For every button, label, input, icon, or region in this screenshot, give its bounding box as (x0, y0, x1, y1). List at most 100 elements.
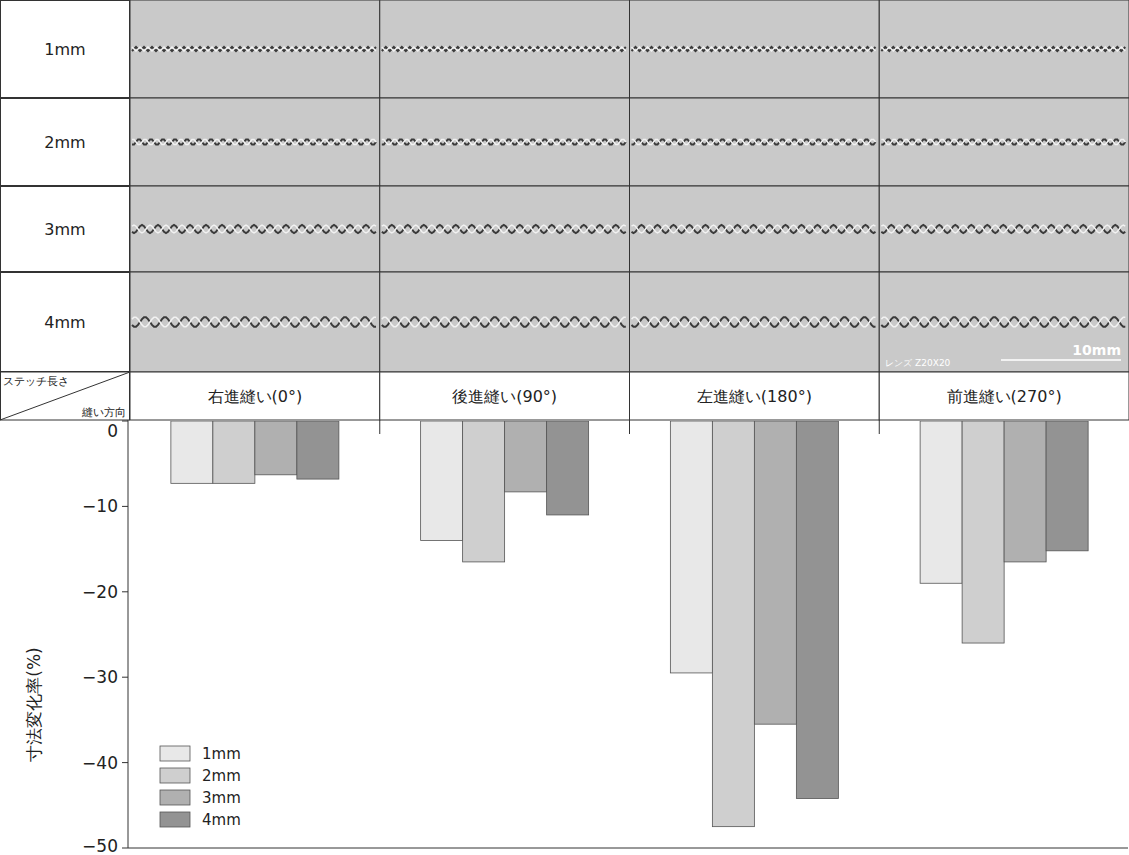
thread (382, 225, 626, 233)
thread (132, 47, 376, 51)
thread (881, 225, 1125, 233)
thread (881, 139, 1125, 144)
seam-photo (630, 186, 880, 272)
thread (382, 47, 626, 51)
row-label-cell (1, 187, 130, 272)
legend-label: 4mm (202, 811, 241, 829)
x-axis-frame (128, 848, 1128, 849)
thread (132, 225, 376, 233)
bar (920, 421, 962, 583)
column-cell (130, 372, 380, 420)
thread (132, 47, 376, 51)
seam-photo (380, 98, 630, 186)
bar (670, 421, 712, 673)
bar (255, 421, 297, 475)
seam-photo (630, 0, 880, 98)
row-label: 3mm (44, 220, 85, 239)
y-tick (122, 762, 128, 763)
row-label: 4mm (44, 313, 85, 332)
scale-bar-label: 10mm (1072, 342, 1121, 358)
column-cell (380, 372, 630, 420)
seam-photo (380, 186, 630, 272)
column-header: 右進縫い(0°) (208, 387, 303, 406)
seam-photo (879, 186, 1129, 272)
thread (881, 47, 1125, 51)
y-tick (122, 591, 128, 592)
seam-photo (130, 272, 380, 372)
y-tick (122, 677, 128, 678)
thread (881, 225, 1125, 233)
legend-swatch (160, 812, 190, 827)
row-label-cell (1, 273, 130, 372)
y-axis (128, 420, 129, 848)
group-divider (879, 420, 880, 434)
row-label-cell (1, 1, 130, 98)
bar (712, 421, 754, 827)
thread (132, 317, 376, 327)
thread (881, 139, 1125, 144)
bar (171, 421, 213, 483)
thread (632, 225, 876, 233)
legend-label: 2mm (202, 767, 241, 785)
group-divider (629, 420, 630, 434)
bar (463, 421, 505, 562)
thread (632, 317, 876, 327)
legend-label: 3mm (202, 789, 241, 807)
thread (132, 139, 376, 144)
column-header: 後進縫い(90°) (452, 387, 557, 406)
legend: 1mm2mm3mm4mm (160, 745, 241, 829)
thread (632, 225, 876, 233)
column-cell (630, 372, 880, 420)
y-tick (122, 506, 128, 507)
seam-photo (879, 98, 1129, 186)
thread (132, 139, 376, 144)
thread (382, 317, 626, 327)
bar (962, 421, 1004, 643)
thread (382, 139, 626, 144)
thread (382, 225, 626, 233)
row-label: 2mm (44, 133, 85, 152)
y-tick-label: −40 (82, 753, 118, 773)
seam-photo (380, 272, 630, 372)
thread (632, 47, 876, 51)
bar (213, 421, 255, 483)
column-cell (879, 372, 1129, 420)
seam-photo (879, 0, 1129, 98)
bar (1004, 421, 1046, 562)
row-label: 1mm (44, 40, 85, 59)
y-tick-label: −50 (82, 836, 118, 855)
chart: −50−40−30−20−100寸法変化率(%)1mm2mm3mm4mm (24, 420, 1128, 855)
thread (132, 317, 376, 327)
y-tick-label: −10 (82, 496, 118, 516)
group-divider (379, 420, 380, 434)
seam-photo (130, 98, 380, 186)
thread (632, 139, 876, 144)
bar (547, 421, 589, 515)
row-label-cell (1, 99, 130, 186)
thread (632, 47, 876, 51)
seam-photo (130, 186, 380, 272)
bar (505, 421, 547, 492)
y-axis-title: 寸法変化率(%) (24, 647, 44, 761)
thread (632, 317, 876, 327)
bar (421, 421, 463, 541)
seam-photo (630, 98, 880, 186)
legend-swatch (160, 790, 190, 805)
y-tick-label: −30 (82, 667, 118, 687)
seam-photo (130, 0, 380, 98)
photo-table: 1mm2mm3mm4mmレンズ Z20X2010mmステッチ長さ縫い方向右進縫い… (0, 0, 1129, 420)
y-tick-label: 0 (107, 421, 118, 441)
column-header: 左進縫い(180°) (697, 387, 812, 406)
bar (297, 421, 339, 479)
column-header-title: 縫い方向 (81, 406, 126, 419)
bar (754, 421, 796, 724)
seam-photo (630, 272, 880, 372)
column-header: 前進縫い(270°) (947, 387, 1062, 406)
corner-cell (1, 372, 130, 420)
y-tick (122, 421, 128, 422)
bar (796, 421, 838, 798)
thread (632, 139, 876, 144)
scale-bar (1001, 359, 1121, 361)
seam-photo (380, 0, 630, 98)
lens-label: レンズ Z20X20 (885, 358, 950, 368)
